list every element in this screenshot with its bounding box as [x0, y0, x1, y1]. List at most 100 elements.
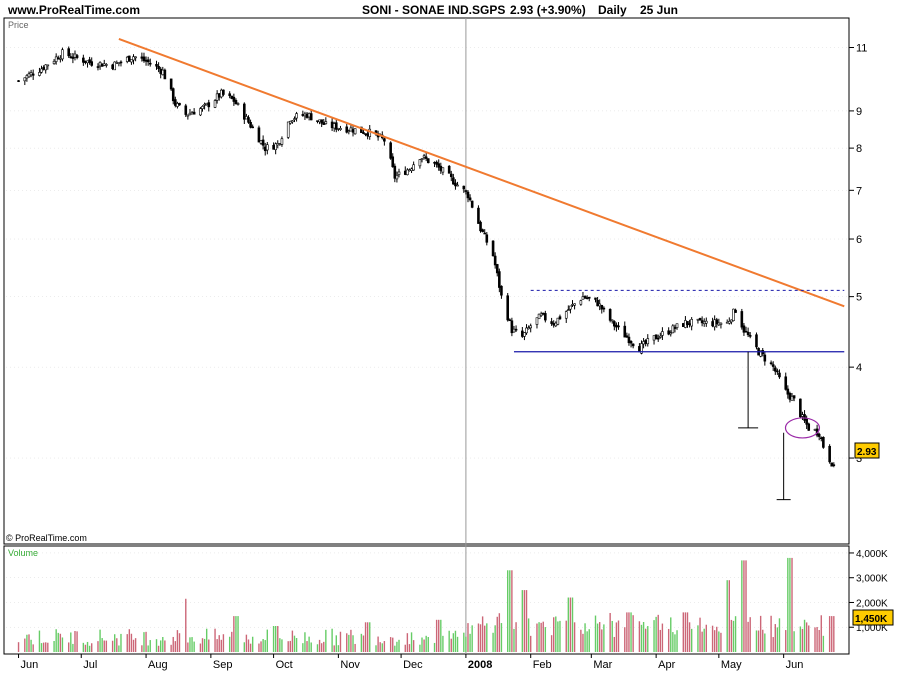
candle-body — [184, 105, 188, 115]
candle-body — [786, 388, 790, 395]
candle-body — [42, 67, 45, 70]
candle-body — [558, 316, 562, 320]
candle-body — [134, 56, 137, 59]
candle-body — [132, 56, 135, 61]
candle-body — [144, 59, 148, 62]
candle-body — [301, 114, 305, 116]
candle-body — [280, 138, 284, 145]
candle-body — [155, 64, 158, 67]
candle-body — [243, 103, 246, 120]
candle-body — [142, 56, 146, 62]
candle-body — [217, 93, 221, 98]
candle-body — [259, 140, 263, 144]
candle-body — [627, 336, 631, 344]
candle-body — [389, 142, 392, 159]
candle-body — [495, 264, 499, 274]
candle-body — [220, 89, 223, 98]
candle-body — [102, 63, 106, 66]
candle-body — [334, 122, 338, 130]
candle-body — [213, 100, 217, 108]
candle-body — [734, 309, 737, 313]
candle-body — [454, 182, 457, 187]
candle-body — [111, 64, 114, 69]
candle-body — [659, 335, 662, 338]
candle-body — [608, 309, 612, 321]
candle-body — [303, 113, 307, 117]
candle-body — [169, 78, 173, 90]
volume-panel-title: Volume — [8, 548, 38, 558]
candle-body — [579, 300, 583, 305]
candle-body — [822, 436, 825, 448]
downtrend-line — [118, 38, 845, 308]
candle-body — [449, 173, 453, 178]
candle-body — [573, 303, 576, 306]
candle-body — [669, 332, 673, 335]
candle-body — [625, 335, 629, 338]
candle-body — [309, 113, 313, 121]
candle-body — [642, 341, 645, 345]
candle-body — [525, 327, 528, 334]
time-tick-label: Jun — [786, 659, 804, 671]
candle-body — [652, 335, 656, 341]
candle-body — [769, 362, 773, 365]
candle-body — [44, 64, 48, 71]
candle-body — [88, 59, 91, 63]
candle-body — [671, 325, 675, 334]
candle-body — [727, 321, 731, 324]
candle-body — [790, 396, 794, 401]
volume-tick-label: 4,000K — [856, 549, 888, 560]
candle-body — [623, 325, 627, 338]
candle-body — [698, 318, 702, 321]
time-tick-label: Jul — [83, 659, 97, 671]
time-tick-label: May — [721, 659, 742, 671]
candle-body — [366, 133, 369, 137]
candle-body — [207, 102, 211, 108]
price-tick-label: 6 — [856, 234, 862, 246]
candle-body — [452, 177, 455, 185]
price-panel[interactable] — [3, 17, 850, 545]
candle-body — [125, 56, 129, 62]
candle-body — [201, 106, 204, 109]
candle-body — [205, 102, 208, 105]
date-label: 25 Jun — [640, 3, 678, 17]
candle-body — [249, 121, 252, 128]
candle-body — [46, 64, 50, 67]
candle-body — [667, 330, 670, 335]
candle-body — [274, 143, 277, 151]
candle-body — [295, 113, 298, 119]
candle-body — [305, 113, 309, 118]
price-tick-label: 9 — [856, 106, 862, 118]
volume-tick-label: 3,000K — [856, 574, 888, 585]
candle-body — [554, 322, 558, 327]
candle-body — [27, 73, 31, 78]
candle-body — [740, 311, 744, 328]
candle-body — [470, 200, 474, 208]
candle-body — [286, 121, 290, 138]
candle-body — [571, 304, 574, 306]
candle-body — [477, 207, 480, 224]
candle-body — [236, 103, 240, 105]
candle-body — [673, 327, 677, 329]
candle-body — [67, 48, 71, 57]
candle-body — [456, 184, 459, 187]
candle-body — [656, 337, 660, 340]
candle-body — [481, 229, 484, 232]
candle-body — [61, 49, 64, 60]
candle-body — [190, 112, 194, 115]
site-url[interactable]: www.ProRealTime.com — [7, 3, 140, 17]
copyright: © ProRealTime.com — [6, 533, 87, 543]
candle-body — [433, 161, 436, 164]
candle-body — [157, 66, 160, 69]
price-tick-label: 4 — [856, 362, 862, 374]
candle-body — [483, 232, 487, 235]
candle-body — [828, 445, 831, 463]
time-tick-label: 2008 — [468, 659, 492, 671]
candle-body — [171, 88, 175, 102]
candle-body — [500, 285, 503, 296]
candle-body — [71, 56, 75, 59]
last-price-tag: 2.93 — [854, 442, 880, 459]
candle-body — [462, 185, 466, 190]
candle-body — [59, 58, 62, 60]
candle-body — [140, 56, 144, 59]
candle-body — [234, 100, 238, 105]
